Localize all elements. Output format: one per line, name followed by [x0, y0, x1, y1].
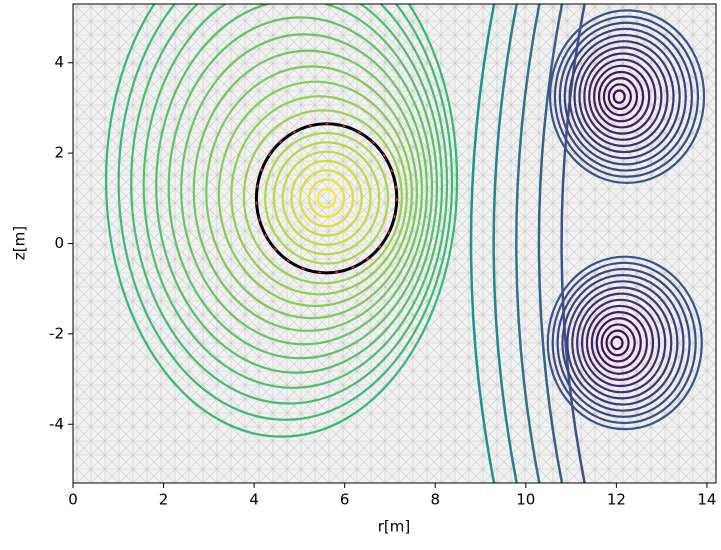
- contour-line: [605, 329, 630, 357]
- contour-line: [205, 65, 418, 320]
- plot-area: [105, 4, 706, 483]
- contour-line: [548, 9, 706, 184]
- contour-line: [192, 49, 423, 333]
- contour-line: [105, 4, 459, 438]
- contour-line: [242, 109, 403, 285]
- contour-line: [583, 52, 663, 141]
- contour-line: [578, 46, 669, 148]
- x-tick-label: 0: [68, 491, 78, 509]
- contour-line: [155, 4, 439, 374]
- contour-line: [563, 27, 687, 166]
- contour-line: [558, 21, 693, 172]
- contour-line: [593, 64, 651, 129]
- contour-line: [561, 274, 685, 412]
- x-tick-label: 4: [249, 491, 259, 509]
- contour-line: [585, 304, 655, 381]
- contour-line: [546, 255, 703, 431]
- contour-line: [595, 317, 642, 369]
- contour-line: [560, 4, 586, 483]
- contour-line: [580, 298, 661, 388]
- y-tick-label: 2: [54, 144, 64, 162]
- contour-line: [492, 4, 519, 483]
- contour-line: [130, 4, 449, 405]
- contour-line: [281, 150, 372, 247]
- contour-line: [264, 131, 390, 265]
- x-tick-label: 6: [340, 491, 350, 509]
- contour-line: [515, 4, 541, 483]
- contour-line: [551, 261, 697, 425]
- contour-line: [597, 70, 645, 123]
- x-tick-label: 8: [430, 491, 440, 509]
- x-tick-label: 14: [697, 491, 716, 509]
- y-tick-label: -4: [49, 415, 64, 433]
- contour-line: [217, 80, 413, 308]
- contour-line: [316, 187, 337, 209]
- contour-line: [537, 4, 564, 483]
- contour-line: [142, 4, 444, 389]
- contour-line: [566, 280, 679, 406]
- contour-line: [576, 292, 667, 394]
- contour-line: [230, 95, 408, 296]
- contour-line: [590, 311, 648, 375]
- contour-line: [117, 4, 454, 421]
- contour-line: [571, 286, 673, 400]
- contour-line: [568, 33, 681, 160]
- contour-line: [553, 15, 700, 178]
- plasma-boundary-dash: [255, 123, 398, 274]
- x-tick-label: 10: [516, 491, 535, 509]
- contour-line: [610, 335, 624, 351]
- contour-line: [167, 16, 434, 360]
- y-tick-label: 0: [54, 234, 64, 252]
- contour-line: [469, 4, 496, 483]
- contour-line: [573, 40, 675, 154]
- contour-line: [602, 77, 639, 117]
- contour-line: [600, 323, 636, 363]
- x-label: r[m]: [378, 518, 410, 536]
- contour-line: [272, 141, 381, 256]
- x-tick-label: 2: [159, 491, 169, 509]
- contour-line: [556, 267, 691, 418]
- contour-line: [290, 159, 363, 237]
- contour-line: [588, 58, 657, 135]
- y-tick-label: -2: [49, 324, 64, 342]
- x-tick-label: 12: [607, 491, 626, 509]
- y-tick-label: 4: [54, 53, 64, 71]
- contour-line: [607, 83, 632, 111]
- y-label: z[m]: [11, 226, 29, 260]
- contour-line: [180, 33, 429, 346]
- contour-line: [612, 89, 626, 104]
- contour-line: [307, 178, 346, 219]
- contour-line: [299, 169, 354, 228]
